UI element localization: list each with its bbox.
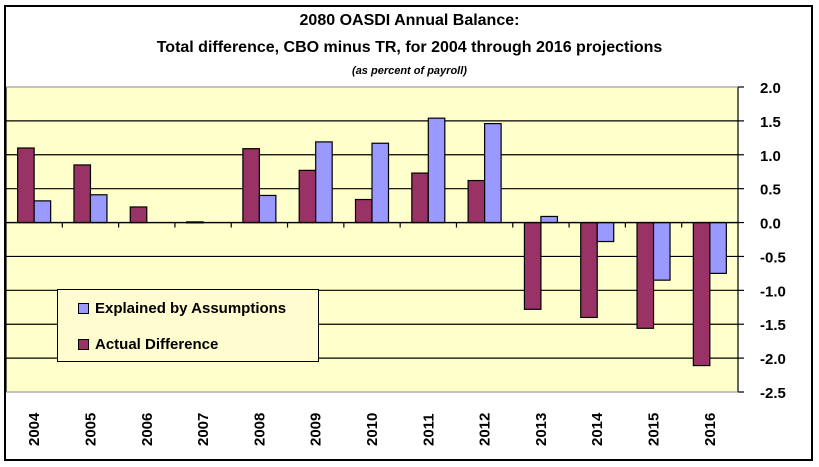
x-tick-label: 2013 [533,413,550,446]
x-tick-label: 2011 [420,413,437,446]
bar-actual-difference-2012 [467,179,486,224]
bar-explained-by-assumptions-2013 [540,215,559,224]
bar-explained-by-assumptions-2005 [89,194,108,224]
bar-actual-difference-2014 [580,221,598,319]
bar-explained-by-assumptions-2008 [258,194,277,224]
bar-actual-difference-2011 [411,172,429,224]
bar-actual-difference-2006 [129,206,148,224]
y-tick-label: 2.0 [760,80,781,97]
y-tick-label: -1.5 [760,317,786,334]
y-tick-label: 0.0 [760,216,781,233]
x-tick-label: 2016 [702,413,719,446]
x-tick-label: 2006 [139,413,156,446]
bar-actual-difference-2004 [17,147,35,224]
y-tick-label: 1.0 [760,148,781,165]
legend-swatch-actual [78,339,89,350]
y-tick-label: -0.5 [760,249,786,266]
legend: Explained by Assumptions Actual Differen… [57,289,319,362]
bar-actual-difference-2013 [523,221,542,310]
legend-label-actual: Actual Difference [95,336,219,353]
x-tick-label: 2005 [82,413,99,446]
y-tick-label: -2.5 [760,385,786,402]
bar-actual-difference-2005 [73,164,92,224]
y-axis-ticks: 2.0 1.5 1.0 0.5 0.0 -0.5 -1.0 -1.5 -2.0 -2.5 [738,80,786,402]
bar-explained-by-assumptions-2016 [709,221,727,274]
x-tick-label: 2012 [477,413,494,446]
bar-actual-difference-2016 [692,221,711,367]
x-tick-label: 2008 [251,413,268,446]
bar-explained-by-assumptions-2012 [484,122,502,224]
x-tick-label: 2015 [646,413,663,446]
x-tick-label: 2010 [364,413,381,446]
bar-explained-by-assumptions-2010 [371,142,390,224]
chart-note: (as percent of payroll) [352,65,467,77]
bar-explained-by-assumptions-2014 [596,221,615,243]
axes [5,86,739,393]
bar-actual-difference-2008 [242,148,260,224]
x-tick-label: 2009 [308,413,325,446]
chart-subtitle: Total difference, CBO minus TR, for 2004… [156,39,663,56]
chart-title: 2080 OASDI Annual Balance: [299,12,520,29]
x-tick-label: 2014 [589,412,606,446]
bar-explained-by-assumptions-2015 [652,221,671,281]
bar-explained-by-assumptions-2009 [315,141,333,224]
bar-actual-difference-2015 [636,221,655,329]
legend-label-explained: Explained by Assumptions [95,300,287,317]
bars [17,117,727,367]
x-tick-label: 2004 [26,412,43,446]
y-tick-label: -2.0 [760,351,786,368]
y-tick-label: -1.0 [760,283,786,300]
x-axis-ticks: 2004 2005 2006 2007 2008 2009 2010 2011 2012 2013… [26,412,719,446]
bar-actual-difference-2010 [354,198,373,224]
bar-explained-by-assumptions-2011 [427,117,446,224]
x-tick-label: 2007 [195,413,212,446]
legend-swatch-explained [78,303,89,314]
y-tick-label: 1.5 [760,114,781,131]
legend-item-actual: Actual Difference [78,336,218,353]
bar-actual-difference-2009 [298,169,317,224]
bar-explained-by-assumptions-2004 [33,200,52,224]
y-tick-label: 0.5 [760,182,781,199]
legend-item-explained: Explained by Assumptions [78,300,286,317]
